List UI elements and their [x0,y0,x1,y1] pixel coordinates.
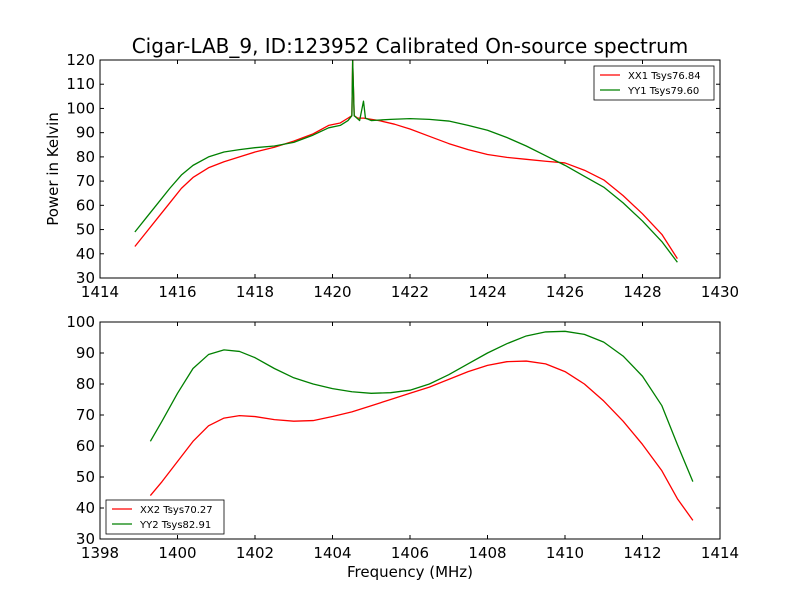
bottom-series-line-2 [149,330,694,482]
bottom-y-tick-label: 70 [76,406,95,424]
top-y-tick-label: 40 [76,245,95,263]
bottom-y-tick-label: 60 [76,437,95,455]
top-y-tick-label: 100 [66,99,95,117]
bottom-y-tick-label: 90 [76,344,95,362]
top-y-tick-label: 70 [76,172,95,190]
top-legend: XX1 Tsys76.84 YY1 Tsys79.60 [593,65,715,101]
top-panel: 1414 1416 1418 1420 1422 1424 1426 1428 1430 30 40… [66,51,739,301]
bottom-series-line-1 [149,360,694,521]
chart-title: Cigar-LAB_9, ID:123952 Calibrated On-sou… [132,34,689,58]
top-y-tick-label: 80 [76,148,95,166]
top-x-tick-label: 1426 [546,283,584,301]
top-legend-box [593,65,715,101]
top-y-tick-label: 110 [66,75,95,93]
top-x-tick-label: 1422 [391,283,429,301]
bottom-legend-label-2: YY2 Tsys82.91 [139,520,211,531]
top-x-tick-label: 1414 [81,283,119,301]
bottom-legend: XX2 Tsys70.27 YY2 Tsys82.91 [105,499,225,535]
bottom-x-tick-label: 1404 [313,544,351,562]
bottom-y-tick-label: 100 [66,313,95,331]
top-series-line-2 [134,60,678,263]
bottom-x-tick-label: 1402 [236,544,274,562]
top-y-tick-label: 120 [66,51,95,69]
top-y-tick-label: 50 [76,221,95,239]
bottom-x-tick-label: 1414 [701,544,739,562]
top-legend-label-1: XX1 Tsys76.84 [628,71,701,82]
top-y-tick-label: 90 [76,124,95,142]
bottom-x-tick-label: 1398 [81,544,119,562]
top-legend-label-2: YY1 Tsys79.60 [627,86,699,97]
top-x-tick-label: 1428 [623,283,661,301]
top-x-tick-label: 1420 [313,283,351,301]
top-y-tick-label: 60 [76,196,95,214]
bottom-x-tick-label: 1412 [623,544,661,562]
bottom-y-tick-label: 80 [76,375,95,393]
y-axis-label: Power in Kelvin [44,112,62,226]
bottom-panel: 1398 1400 1402 1404 1406 1408 1410 1412 1414 30 40… [66,313,739,562]
top-x-tick-label: 1418 [236,283,274,301]
top-x-tick-label: 1430 [701,283,739,301]
bottom-y-tick-label: 40 [76,499,95,517]
x-axis-label: Frequency (MHz) [347,563,473,581]
bottom-x-tick-label: 1400 [158,544,196,562]
bottom-x-tick-label: 1410 [546,544,584,562]
top-y-tick-label: 30 [76,269,95,287]
bottom-x-tick-label: 1406 [391,544,429,562]
bottom-y-tick-label: 50 [76,468,95,486]
bottom-legend-label-1: XX2 Tsys70.27 [140,505,213,516]
bottom-legend-box [105,499,225,535]
bottom-x-tick-label: 1408 [468,544,506,562]
top-x-tick-label: 1416 [158,283,196,301]
bottom-y-tick-label: 30 [76,530,95,548]
top-x-tick-label: 1424 [468,283,506,301]
